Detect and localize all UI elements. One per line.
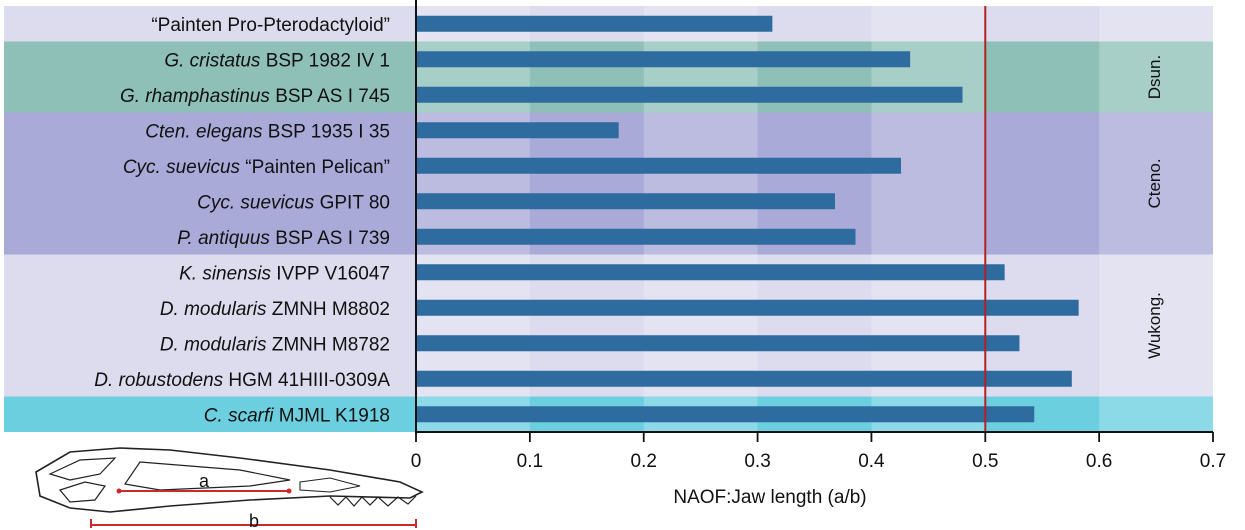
group-label-1: Dsun. — [1145, 55, 1164, 99]
x-tick-label-1: 0.1 — [517, 451, 543, 472]
x-axis-label: NAOF:Jaw length (a/b) — [673, 487, 866, 508]
category-label-9: D. modularis ZMNH M8782 — [160, 334, 390, 355]
x-tick-label-2: 0.2 — [631, 451, 657, 472]
category-label-2: G. rhamphastinus BSP AS I 745 — [120, 86, 390, 107]
skull-inset-icon — [35, 447, 424, 528]
group-labels: Dsun. Cteno. Wukong. — [1145, 55, 1164, 359]
bar-6 — [416, 228, 856, 245]
category-label-11: C. scarfi MJML K1918 — [204, 405, 390, 426]
x-tick-label-0: 0 — [411, 451, 422, 472]
bar-2 — [416, 86, 963, 103]
category-label-8: D. modularis ZMNH M8802 — [160, 299, 390, 320]
bar-11 — [416, 406, 1035, 423]
x-tick-label-4: 0.4 — [858, 451, 885, 472]
bar-1 — [416, 51, 911, 68]
x-axis: 0 0.1 0.2 0.3 0.4 0.5 0.6 0.7 — [411, 0, 1226, 472]
category-label-3: Cten. elegans BSP 1935 I 35 — [145, 121, 390, 142]
bar-7 — [416, 264, 1005, 281]
column-shade-6 — [1099, 6, 1213, 432]
column-shade-4 — [871, 6, 986, 432]
group-label-3: Wukong. — [1145, 292, 1164, 359]
x-tick-label-7: 0.7 — [1200, 451, 1226, 472]
x-tick-label-3: 0.3 — [744, 451, 770, 472]
bar-10 — [416, 370, 1072, 387]
category-label-0: “Painten Pro-Pterodactyloid” — [151, 15, 390, 36]
category-labels: “Painten Pro-Pterodactyloid” G. cristatus… — [94, 15, 390, 427]
x-tick-label-5: 0.5 — [972, 451, 998, 472]
category-label-6: P. antiquus BSP AS I 739 — [177, 228, 390, 249]
category-label-5: Cyc. suevicus GPIT 80 — [197, 192, 390, 213]
bar-4 — [416, 157, 902, 174]
category-label-4: Cyc. suevicus “Painten Pelican” — [123, 157, 390, 178]
category-label-7: K. sinensis IVPP V16047 — [179, 263, 390, 284]
category-label-1: G. cristatus BSP 1982 IV 1 — [164, 50, 390, 71]
group-label-2: Cteno. — [1145, 158, 1164, 208]
bar-9 — [416, 335, 1020, 352]
inset-label-b: b — [249, 511, 259, 530]
column-shading — [416, 6, 1213, 432]
category-label-10: D. robustodens HGM 41HIII-0309A — [94, 370, 390, 391]
bar-5 — [416, 193, 835, 210]
bar-8 — [416, 299, 1079, 316]
bar-3 — [416, 122, 619, 139]
column-shade-0 — [416, 6, 530, 432]
bars — [416, 15, 1079, 423]
x-tick-label-6: 0.6 — [1086, 451, 1112, 472]
column-shade-2 — [643, 6, 758, 432]
inset-label-a: a — [199, 471, 210, 491]
bar-0 — [416, 15, 773, 32]
